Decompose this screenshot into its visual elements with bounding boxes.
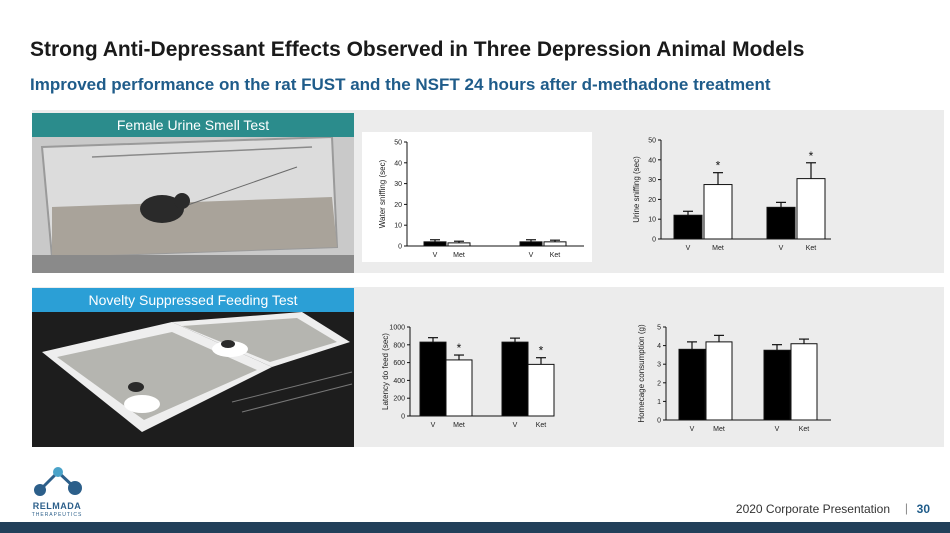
y-tick-label: 50 bbox=[648, 138, 656, 145]
nsft-section-label: Novelty Suppressed Feeding Test bbox=[32, 288, 354, 312]
y-tick-label: 10 bbox=[648, 217, 656, 224]
bar bbox=[445, 359, 473, 417]
x-tick-label: V bbox=[433, 252, 438, 259]
x-tick-label: Ket bbox=[550, 252, 561, 259]
y-tick-label: 40 bbox=[648, 157, 656, 164]
x-tick-label: Met bbox=[453, 422, 465, 429]
y-tick-label: 600 bbox=[393, 360, 405, 367]
x-tick-label: Ket bbox=[536, 422, 547, 429]
x-tick-label: V bbox=[431, 422, 436, 429]
y-tick-label: 30 bbox=[648, 177, 656, 184]
y-tick-label: 0 bbox=[401, 414, 405, 421]
y-axis-label: Homecage consumption (g) bbox=[637, 324, 646, 423]
water-sniffing-chart: 0 10 20 30 40 50 Water sniffing (sec) V Met V Ket bbox=[362, 132, 592, 262]
x-tick-label: Ket bbox=[799, 426, 810, 432]
y-axis-label: Latency do feed (sec) bbox=[381, 333, 390, 410]
urine-sniffing-chart: 0 10 20 30 40 50 Urine sniffing (sec) V * Met V * Ke… bbox=[606, 130, 838, 260]
bar bbox=[763, 349, 791, 421]
y-axis-label: Urine sniffing (sec) bbox=[632, 156, 641, 223]
page-title: Strong Anti-Depressant Effects Observed … bbox=[30, 38, 805, 61]
y-tick-label: 3 bbox=[657, 362, 661, 369]
y-tick-label: 30 bbox=[394, 181, 402, 188]
y-tick-label: 0 bbox=[657, 418, 661, 425]
bar bbox=[703, 184, 733, 240]
x-tick-label: V bbox=[690, 426, 695, 432]
bar bbox=[796, 178, 826, 240]
x-tick-label: V bbox=[513, 422, 518, 429]
y-tick-label: 4 bbox=[657, 343, 661, 350]
page-subtitle: Improved performance on the rat FUST and… bbox=[30, 75, 771, 94]
x-tick-label: V bbox=[775, 426, 780, 432]
fust-section-label: Female Urine Smell Test bbox=[32, 113, 354, 137]
y-tick-label: 400 bbox=[393, 378, 405, 385]
y-tick-label: 50 bbox=[394, 140, 402, 147]
bar bbox=[678, 348, 706, 421]
significance-star: * bbox=[809, 149, 814, 163]
x-tick-label: V bbox=[779, 245, 784, 252]
y-tick-label: 800 bbox=[393, 342, 405, 349]
bar bbox=[673, 214, 703, 240]
latency-to-feed-chart: 0 200 400 600 800 1000 Latency do feed (sec) V *… bbox=[362, 318, 562, 430]
bar bbox=[527, 363, 555, 417]
y-tick-label: 0 bbox=[652, 237, 656, 244]
page-number: 30 bbox=[916, 502, 930, 516]
footer-bar bbox=[0, 522, 950, 533]
footer-separator: | bbox=[904, 501, 908, 515]
y-tick-label: 2 bbox=[657, 380, 661, 387]
bar bbox=[705, 341, 733, 421]
significance-star: * bbox=[457, 341, 462, 355]
y-tick-label: 20 bbox=[648, 197, 656, 204]
fust-photo bbox=[32, 137, 354, 273]
footer-presentation: 2020 Corporate Presentation bbox=[735, 502, 890, 516]
y-tick-label: 5 bbox=[657, 325, 661, 332]
y-tick-label: 40 bbox=[394, 160, 402, 167]
significance-star: * bbox=[716, 159, 721, 173]
bar bbox=[419, 341, 447, 417]
y-axis-label: Water sniffing (sec) bbox=[378, 159, 387, 228]
y-tick-label: 200 bbox=[393, 396, 405, 403]
x-tick-label: Ket bbox=[806, 245, 817, 252]
y-tick-label: 20 bbox=[394, 202, 402, 209]
relmada-logo bbox=[20, 462, 94, 516]
y-tick-label: 1 bbox=[657, 399, 661, 406]
bar bbox=[766, 206, 796, 240]
x-tick-label: Met bbox=[713, 426, 725, 432]
homecage-consumption-chart: 0 1 2 3 4 5 Homecage consumption (g) V Met V Ket bbox=[606, 316, 838, 432]
x-tick-label: Met bbox=[453, 252, 465, 259]
significance-star: * bbox=[539, 344, 544, 358]
logo-name: RELMADA bbox=[32, 501, 82, 511]
y-tick-label: 1000 bbox=[389, 325, 405, 332]
nsft-photo bbox=[32, 312, 354, 447]
logo-tagline: THERAPEUTICS bbox=[31, 512, 83, 518]
bar bbox=[519, 241, 543, 247]
x-tick-label: Met bbox=[712, 245, 724, 252]
x-tick-label: V bbox=[529, 252, 534, 259]
bar bbox=[501, 341, 529, 417]
bar bbox=[790, 343, 818, 421]
bar bbox=[447, 242, 471, 247]
y-tick-label: 10 bbox=[394, 223, 402, 230]
bar bbox=[543, 241, 567, 247]
bar bbox=[423, 241, 447, 247]
y-tick-label: 0 bbox=[398, 244, 402, 251]
x-tick-label: V bbox=[686, 245, 691, 252]
